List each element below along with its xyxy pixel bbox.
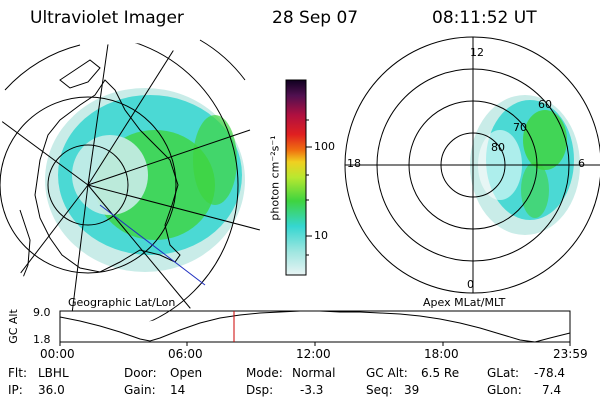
latitude-circle-outer [0, 43, 239, 323]
info-flt-value: LBHL [38, 366, 69, 380]
colorbar [285, 79, 307, 276]
date-label: 28 Sep 07 [272, 8, 359, 28]
aurora-right-patch [193, 115, 237, 205]
altitude-xtick-2359: 23:59 [553, 347, 588, 361]
info-gcalt-label: GC Alt: [366, 366, 408, 380]
coastline-fragment [19, 209, 31, 281]
meridian-line [0, 119, 89, 186]
info-door-label: Door: [124, 366, 157, 380]
colorbar-tick-100: 100 [314, 140, 335, 153]
polar-grid [344, 36, 600, 294]
lat-label-80: 80 [491, 141, 505, 154]
colorbar-ticks [306, 119, 312, 256]
altitude-x-ticks [59, 342, 571, 346]
meridian-line [69, 184, 89, 323]
colorbar-unit-label: photon cm⁻²s⁻¹ [268, 135, 282, 221]
time-label: 08:11:52 UT [432, 8, 537, 28]
terminator-line [99, 204, 206, 286]
aurora-green-patch [521, 162, 549, 218]
lat-label-60: 60 [538, 98, 552, 111]
info-ip-label: IP: [8, 383, 23, 397]
coastline-island [59, 59, 101, 89]
geographic-image [0, 43, 261, 323]
latitude-circle-inner [47, 144, 129, 226]
info-seq-label: Seq: [366, 383, 393, 397]
aurora-green-core [523, 110, 567, 170]
info-seq-value: 39 [404, 383, 420, 397]
meridian-line [87, 184, 201, 321]
frame-arc [199, 39, 246, 81]
altitude-xtick-0600: 06:00 [168, 347, 203, 361]
meridian-line [87, 184, 261, 231]
altitude-ylabel: GC Alt [6, 309, 20, 344]
lat-label-70: 70 [513, 121, 527, 134]
altitude-xtick-0000: 00:00 [40, 347, 75, 361]
frame-arc [4, 44, 81, 91]
colorbar-tick-10: 10 [314, 229, 328, 242]
geographic-caption: Geographic Lat/Lon [68, 296, 176, 309]
mlt-label-18: 18 [347, 157, 361, 170]
mlt-label-12: 12 [470, 46, 484, 59]
magnetic-caption: Apex MLat/MLT [423, 296, 506, 309]
mlt-label-6: 6 [578, 157, 585, 170]
meridian-line [87, 43, 111, 186]
app-title: Ultraviolet Imager [30, 8, 184, 28]
info-gain-label: Gain: [124, 383, 156, 397]
info-glat-label: GLat: [487, 366, 520, 380]
altitude-xtick-1800: 18:00 [424, 347, 459, 361]
altitude-ytick-max: 9.0 [33, 306, 51, 319]
info-dsp-value: -3.3 [300, 383, 324, 397]
info-glat-value: -78.4 [534, 366, 566, 380]
altitude-xtick-1200: 12:00 [296, 347, 331, 361]
mlt-label-0: 0 [467, 278, 474, 291]
info-dsp-label: Dsp: [246, 383, 274, 397]
info-ip-value: 36.0 [38, 383, 65, 397]
info-glon-value: 7.4 [542, 383, 562, 397]
meridian-line [87, 43, 181, 186]
info-mode-label: Mode: [246, 366, 283, 380]
info-gain-value: 14 [170, 383, 186, 397]
latitude-circle-middle [0, 96, 177, 274]
meridian-line [87, 129, 251, 186]
info-door-value: Open [170, 366, 203, 380]
info-flt-label: Flt: [8, 366, 27, 380]
altitude-curve [59, 310, 571, 343]
coastline [34, 79, 181, 273]
aurora-inner-gap [72, 135, 148, 215]
altitude-ytick-min: 1.8 [33, 333, 51, 346]
info-glon-label: GLon: [487, 383, 522, 397]
info-gcalt-value: 6.5 Re [421, 366, 460, 380]
info-mode-value: Normal [292, 366, 336, 380]
